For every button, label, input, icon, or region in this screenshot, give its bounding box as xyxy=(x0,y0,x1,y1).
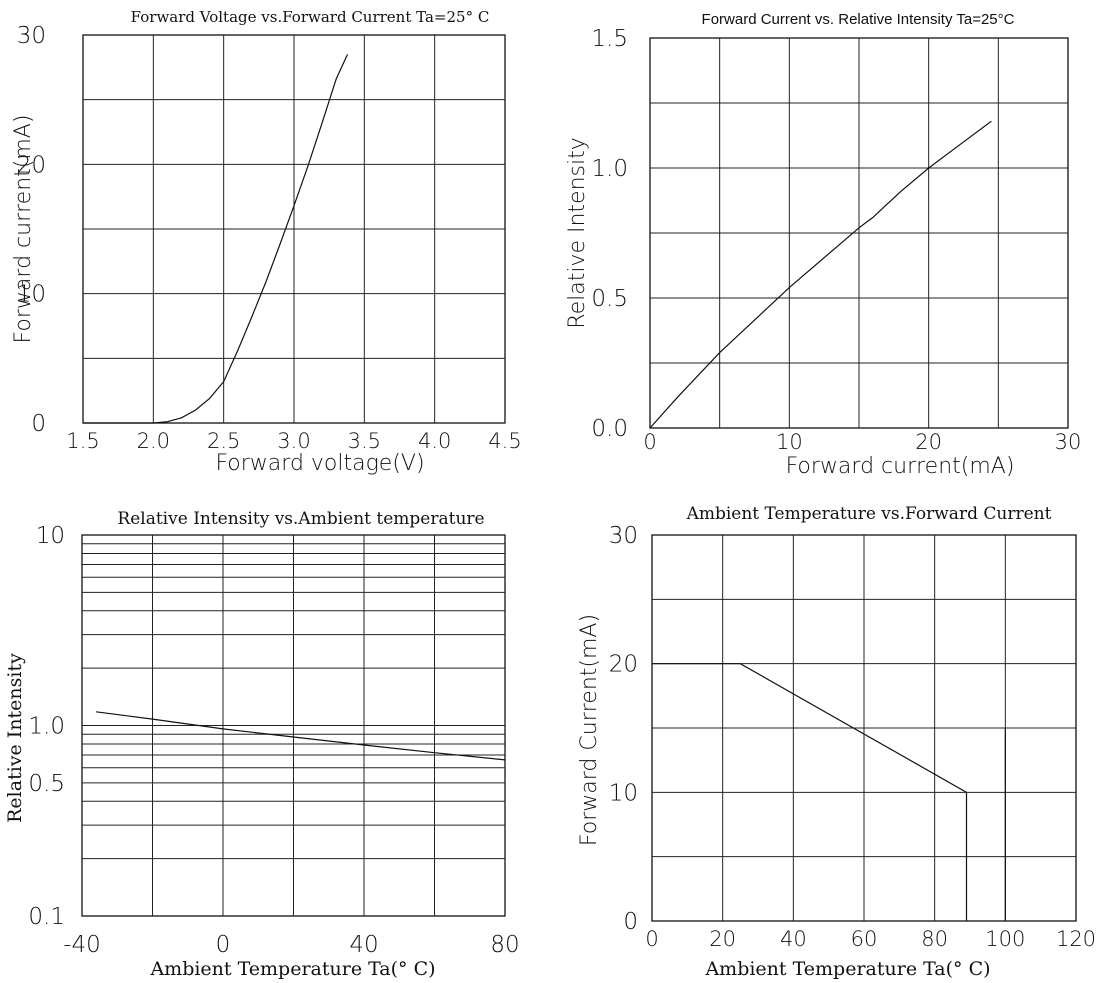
x-tick-label: 60 xyxy=(851,927,878,951)
x-tick-label: 100 xyxy=(985,927,1025,951)
y-tick-label: 0.0 xyxy=(591,416,628,442)
y-tick-label: 0.1 xyxy=(28,904,65,930)
y-tick-label: 30 xyxy=(609,523,638,549)
chart-3: Relative Intensity vs.Ambient temperatur… xyxy=(4,509,520,980)
x-tick-label: 30 xyxy=(1055,430,1082,454)
x-axis-label: Ambient Temperature Ta(° C) xyxy=(149,958,435,980)
y-tick-label: 0.5 xyxy=(28,771,65,797)
series-line xyxy=(83,54,349,424)
x-tick-label: 40 xyxy=(349,932,378,958)
y-tick-label: 20 xyxy=(17,152,46,178)
series-line xyxy=(96,711,506,761)
x-tick-label: 10 xyxy=(776,430,803,454)
y-tick-label: 1.0 xyxy=(591,156,628,182)
y-tick-label: 0 xyxy=(31,411,46,437)
y-tick-label: 20 xyxy=(609,652,638,678)
x-tick-label: 4.0 xyxy=(418,429,451,453)
chart-2: Forward Current vs. Relative Intensity T… xyxy=(565,11,1081,479)
chart-title: Relative Intensity vs.Ambient temperatur… xyxy=(117,509,484,529)
x-axis-label: Ambient Temperature Ta(° C) xyxy=(704,958,990,980)
x-tick-label: 0 xyxy=(643,430,656,454)
y-tick-label: 10 xyxy=(36,523,65,549)
chart-1: Forward Voltage vs.Forward Current Ta=25… xyxy=(11,8,522,476)
x-tick-label: 0 xyxy=(216,932,231,958)
y-tick-label: 1.0 xyxy=(28,714,65,740)
series-line xyxy=(652,663,968,921)
y-tick-label: 30 xyxy=(17,23,46,49)
y-tick-label: 0 xyxy=(623,909,638,935)
x-tick-label: 1.5 xyxy=(66,429,99,453)
x-tick-label: 2.0 xyxy=(137,429,170,453)
chart-title: Forward Voltage vs.Forward Current Ta=25… xyxy=(131,8,490,26)
x-tick-label: 80 xyxy=(490,932,519,958)
x-tick-label: 120 xyxy=(1056,927,1096,951)
y-axis-label: Forward Current(mA) xyxy=(577,614,602,846)
x-tick-label: -40 xyxy=(63,932,101,958)
x-tick-label: 3.0 xyxy=(277,429,310,453)
y-axis-label: Relative Intensity xyxy=(4,653,26,823)
x-tick-label: 20 xyxy=(709,927,736,951)
series-line xyxy=(649,120,992,429)
y-axis-label: Forward current(mA) xyxy=(11,115,36,344)
x-tick-label: 4.5 xyxy=(488,429,521,453)
x-tick-label: 80 xyxy=(921,927,948,951)
x-tick-label: 20 xyxy=(915,430,942,454)
y-axis-label: Relative Intensity xyxy=(565,137,590,328)
x-tick-label: 2.5 xyxy=(207,429,240,453)
chart-4: Ambient Temperature vs.Forward Current 0 2… xyxy=(577,504,1096,980)
x-tick-label: 40 xyxy=(780,927,807,951)
x-tick-label: 3.5 xyxy=(348,429,381,453)
y-tick-label: 10 xyxy=(609,780,638,806)
x-axis-label: Forward current(mA) xyxy=(786,454,1015,479)
x-axis-label: Forward voltage(V) xyxy=(215,451,424,476)
y-tick-label: 10 xyxy=(17,282,46,308)
x-tick-label: 0 xyxy=(645,927,658,951)
y-tick-label: 0.5 xyxy=(591,286,628,312)
y-tick-label: 1.5 xyxy=(591,26,628,52)
chart-title: Ambient Temperature vs.Forward Current xyxy=(686,504,1052,524)
chart-title: Forward Current vs. Relative Intensity T… xyxy=(702,11,1015,28)
